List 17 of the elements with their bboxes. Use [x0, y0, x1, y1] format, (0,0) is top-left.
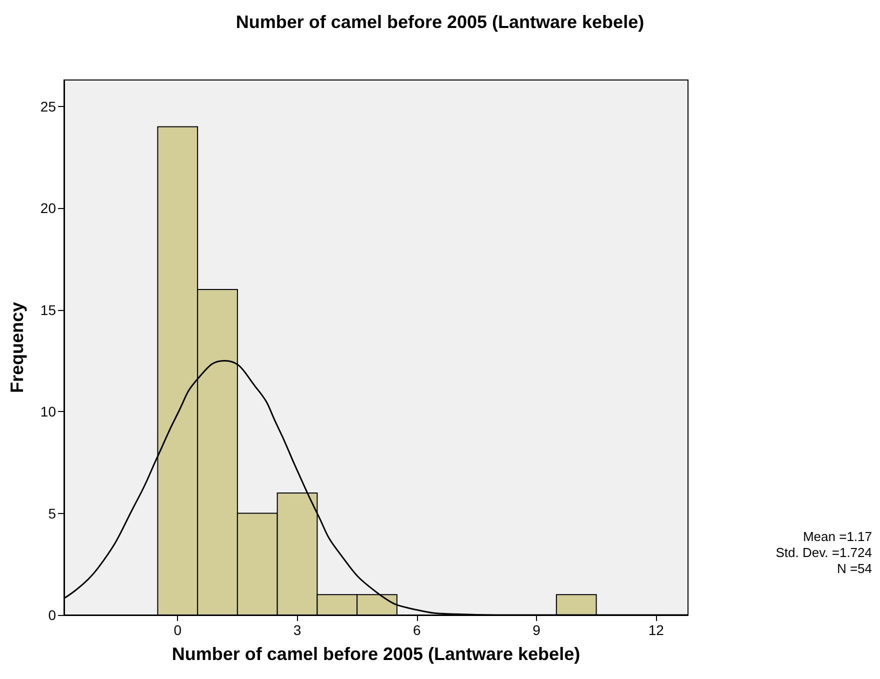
y-axis-title: Frequency — [7, 302, 27, 394]
x-tick-label: 6 — [412, 622, 421, 638]
x-tick-label: 3 — [293, 622, 302, 638]
x-tick-label: 0 — [174, 622, 182, 638]
y-tick-label: 15 — [40, 302, 56, 318]
text: Std. Dev. =1.724 — [776, 545, 872, 560]
y-tick-label: 25 — [40, 98, 56, 114]
text: N =54 — [836, 561, 872, 576]
y-tick-label: 0 — [48, 607, 56, 623]
text: Mean =1.17 — [802, 529, 872, 544]
y-tick-label: 10 — [40, 404, 56, 420]
y-tick-label: 20 — [40, 200, 56, 216]
x-tick-label: 12 — [648, 622, 664, 638]
y-tick-label: 5 — [48, 505, 56, 522]
x-axis-title: Number of camel before 2005 (Lantware kebele) — [172, 644, 580, 664]
x-tick-label: 9 — [532, 622, 541, 638]
chart-title: Number of camel before 2005 (Lantware kebele) — [236, 12, 644, 32]
